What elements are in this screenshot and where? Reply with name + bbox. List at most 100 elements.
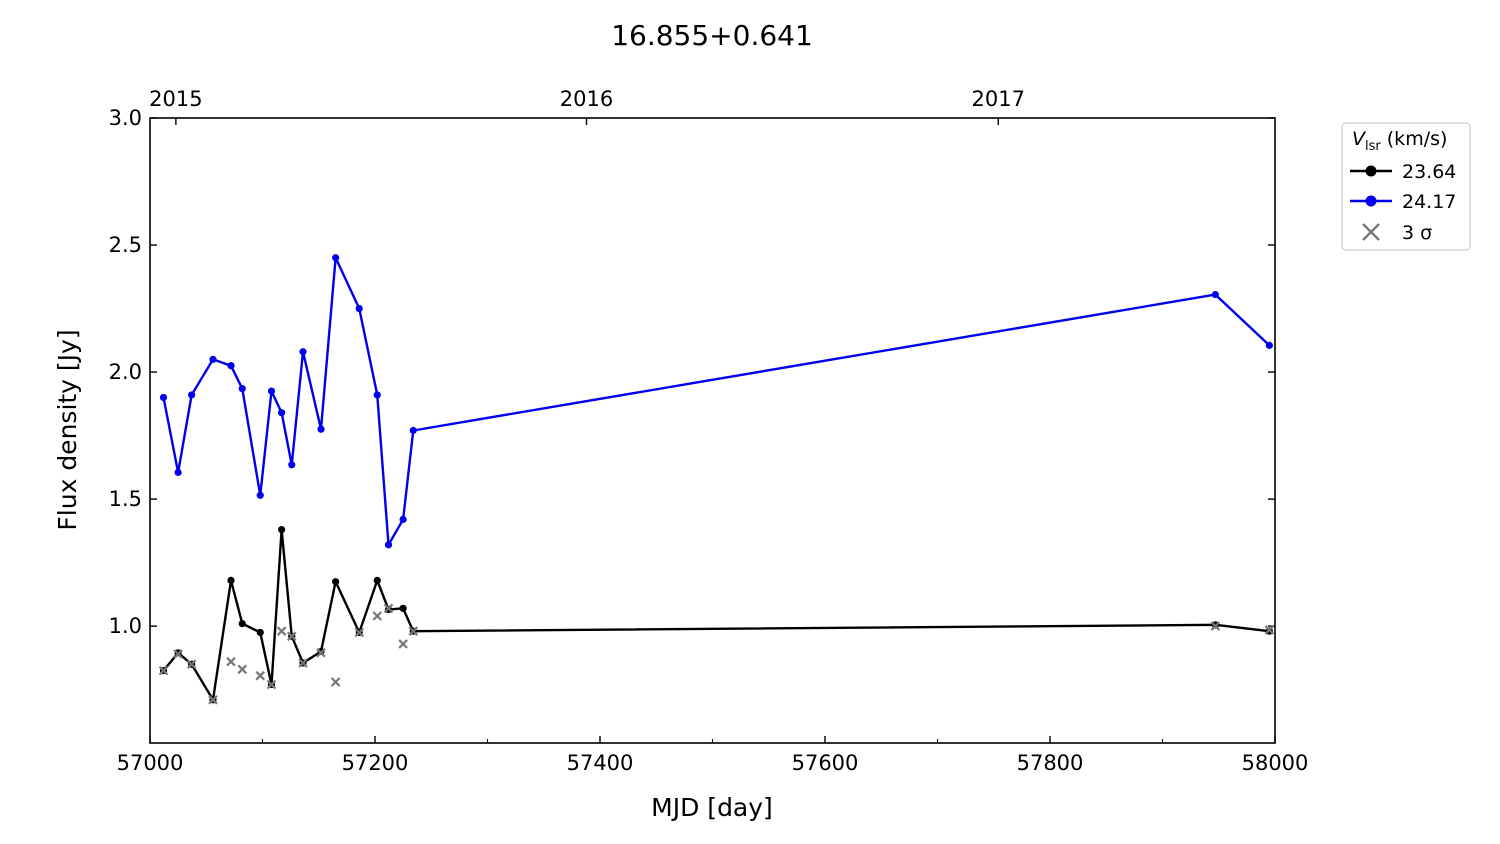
legend-box <box>1341 122 1471 251</box>
sigma-stroke <box>330 677 341 687</box>
sigma-stroke <box>286 631 297 642</box>
sigma-stroke <box>316 648 326 658</box>
data-point-24.17 <box>399 515 407 524</box>
sigma-point <box>186 659 197 670</box>
data-point-24.17 <box>159 393 168 402</box>
sigma-stroke <box>186 659 197 670</box>
sigma-point <box>372 611 383 621</box>
data-point-24.17 <box>384 541 393 549</box>
data-point-24.17 <box>373 391 381 399</box>
data-point-24.17 <box>317 425 325 433</box>
legend-title: Vlsr (km/s) <box>1352 128 1447 154</box>
x-tick-label: 57800 <box>1017 751 1084 775</box>
legend-title-main: V <box>1352 128 1367 150</box>
x-tick-label: 57400 <box>567 751 634 775</box>
legend-entry: 3 σ <box>1362 222 1432 244</box>
sigma-stroke <box>383 603 394 614</box>
data-point-24.17 <box>1265 341 1273 349</box>
top-axis-year-label: 2015 <box>149 87 202 111</box>
data-point-24.17 <box>256 491 264 499</box>
y-tick-label: 1.0 <box>109 614 142 638</box>
data-point-23.64 <box>399 604 407 612</box>
data-point-24.17 <box>409 426 417 435</box>
data-point-24.17 <box>332 254 340 262</box>
sigma-stroke <box>226 656 236 667</box>
series-line-23.64 <box>162 528 1270 702</box>
y-tick-label: 2.5 <box>109 233 142 257</box>
sigma-point <box>354 627 365 638</box>
sigma-stroke <box>1210 621 1221 631</box>
data-point-24.17 <box>278 409 286 417</box>
sigma-point <box>286 631 297 642</box>
sigma-markers <box>158 603 1275 705</box>
x-tick-label: 57000 <box>117 751 184 775</box>
data-point-23.64 <box>278 525 286 534</box>
series-layer <box>159 254 1273 704</box>
sigma-stroke <box>158 665 169 676</box>
sigma-stroke <box>276 626 287 636</box>
axis-ticks: 57000 57200 57400 57600 57800 58000 2015 2016 20… <box>109 87 1309 775</box>
top-axis-year-label: 2016 <box>560 87 613 111</box>
top-axis-year-label: 2017 <box>972 87 1025 111</box>
sigma-stroke <box>266 679 277 690</box>
sigma-stroke <box>398 639 408 649</box>
sigma-point <box>158 665 169 676</box>
x-tick-label: 57600 <box>792 751 859 775</box>
y-tick-label: 2.0 <box>109 360 142 384</box>
legend-dot <box>1365 195 1377 207</box>
data-point-23.64 <box>373 576 381 584</box>
sigma-point <box>398 639 408 649</box>
sigma-stroke <box>208 695 218 705</box>
sigma-point <box>383 603 394 614</box>
legend-label: 3 σ <box>1402 222 1432 244</box>
data-point-23.64 <box>227 576 235 584</box>
x-tick-label: 58000 <box>1242 751 1309 775</box>
x-tick-label: 57200 <box>342 751 409 775</box>
x-axis-label: MJD [day] <box>651 793 773 822</box>
legend-title-sub: lsr <box>1365 139 1381 154</box>
legend-label: 24.17 <box>1402 191 1456 213</box>
legend-dot <box>1365 165 1377 177</box>
data-point-24.17 <box>238 384 246 393</box>
data-point-23.64 <box>256 628 264 637</box>
y-tick-label: 1.5 <box>109 487 142 511</box>
data-point-24.17 <box>1211 290 1219 299</box>
data-point-24.17 <box>174 468 182 477</box>
data-point-24.17 <box>209 355 217 363</box>
sigma-point <box>330 677 341 687</box>
sigma-point <box>316 648 326 658</box>
sigma-point <box>237 664 248 675</box>
sigma-stroke <box>255 670 266 681</box>
data-point-23.64 <box>238 619 246 628</box>
sigma-point <box>1210 621 1221 631</box>
legend-entry: 24.17 <box>1350 191 1456 213</box>
series-line-24.17 <box>162 256 1271 547</box>
sigma-stroke <box>1264 625 1275 635</box>
chart-title: 16.855+0.641 <box>611 19 813 52</box>
sigma-point <box>1264 625 1275 635</box>
sigma-stroke <box>173 649 183 659</box>
sigma-point <box>408 626 419 636</box>
sigma-point <box>208 695 218 705</box>
data-point-24.17 <box>355 304 363 313</box>
sigma-point <box>298 658 308 668</box>
sigma-point <box>173 649 183 659</box>
data-point-23.64 <box>332 578 340 586</box>
legend-entries: 23.64 24.17 3 σ <box>1350 161 1456 244</box>
legend-entry: 23.64 <box>1350 161 1456 183</box>
data-point-24.17 <box>188 391 196 399</box>
sigma-stroke <box>354 627 365 638</box>
sigma-point <box>276 626 287 636</box>
data-point-24.17 <box>288 461 296 469</box>
sigma-point <box>226 656 236 667</box>
data-point-24.17 <box>227 362 235 370</box>
sigma-stroke <box>298 658 308 668</box>
data-point-24.17 <box>267 387 276 395</box>
y-axis-label: Flux density [Jy] <box>53 329 82 530</box>
y-tick-label: 3.0 <box>109 106 142 130</box>
sigma-point <box>266 679 277 690</box>
sigma-stroke <box>237 664 248 675</box>
data-point-24.17 <box>299 348 307 356</box>
sigma-stroke <box>408 626 419 636</box>
